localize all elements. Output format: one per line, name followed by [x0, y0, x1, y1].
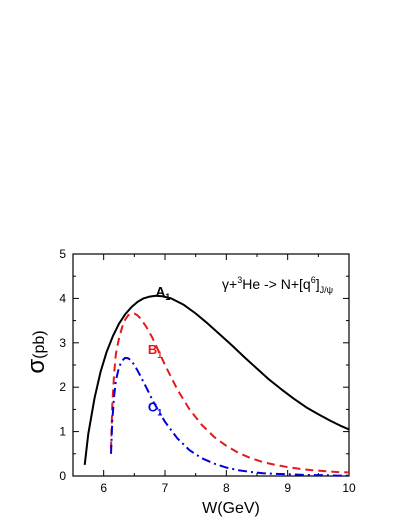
reaction-annotation: γ+3He -> N+[q6]J/ψ — [222, 275, 333, 295]
y-tick-label: 0 — [59, 469, 66, 483]
series-B1-line — [110, 312, 350, 474]
x-tick-label: 10 — [342, 481, 356, 495]
x-tick-label: 9 — [284, 481, 291, 495]
reaction-body: He -> N+[q — [242, 276, 310, 292]
y-tick-label: 5 — [59, 247, 66, 261]
curves — [83, 294, 350, 477]
y-tick-label: 4 — [59, 291, 66, 305]
reaction-prefix: γ+ — [222, 276, 237, 292]
x-tick-label: 6 — [100, 481, 107, 495]
y-tick-label: 2 — [59, 380, 66, 394]
series-A1-line — [83, 294, 350, 466]
x-axis-title: W(GeV) — [202, 500, 260, 517]
series-C1-label: C1 — [148, 400, 162, 418]
series-B1-label: B1 — [148, 342, 162, 360]
reaction-power: 6 — [311, 275, 316, 285]
y-tick-label: 3 — [59, 336, 66, 350]
y-axis-title-symbol: σ — [23, 359, 50, 374]
reaction-mass-number: 3 — [237, 275, 242, 285]
x-axis: 6 7 8 9 10 — [72, 254, 356, 495]
curve-labels: A1 B1 C1 — [148, 284, 170, 417]
y-tick-label: 1 — [59, 425, 66, 439]
y-axis-title-unit: (pb) — [31, 330, 48, 358]
series-A1-label: A1 — [156, 284, 170, 302]
reaction-subscript: J/ψ — [320, 285, 333, 295]
y-axis-title: σ(pb) — [23, 330, 50, 373]
x-tick-label: 8 — [223, 481, 230, 495]
x-tick-label: 7 — [162, 481, 169, 495]
series-C1-line — [110, 356, 349, 477]
reaction-close: ] — [316, 276, 320, 292]
